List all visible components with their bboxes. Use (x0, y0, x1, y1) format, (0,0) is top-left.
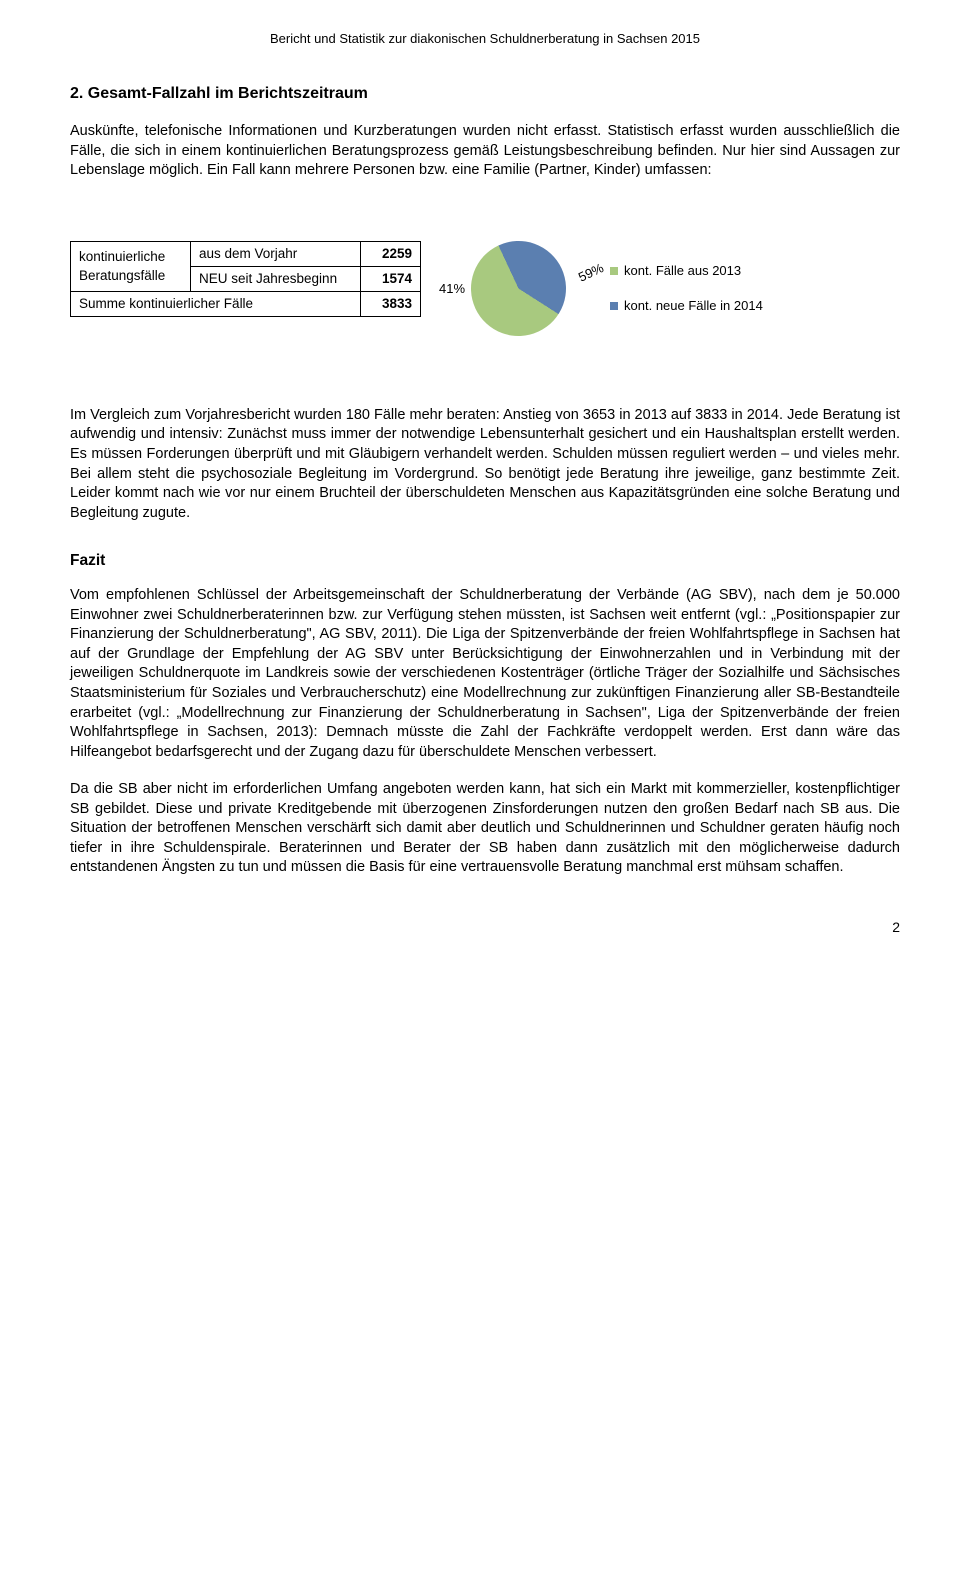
page-number: 2 (70, 918, 900, 937)
fazit-title: Fazit (70, 551, 900, 572)
body-paragraph: Vom empfohlenen Schlüssel der Arbeitsgem… (70, 586, 900, 762)
table-rowlabel: kontinuierliche Beratungsfälle (71, 241, 191, 291)
body-paragraph: Da die SB aber nicht im erforderlichen U… (70, 780, 900, 878)
pie-legend: kont. Fälle aus 2013 kont. neue Fälle in… (610, 262, 763, 315)
table-sum-label: Summe kontinuierlicher Fälle (71, 292, 361, 317)
legend-item: kont. neue Fälle in 2014 (610, 297, 763, 315)
legend-text: kont. neue Fälle in 2014 (624, 297, 763, 315)
pie-label-59: 59% (576, 259, 607, 286)
data-row: kontinuierliche Beratungsfälle aus dem V… (70, 241, 900, 336)
section-title: 2. Gesamt-Fallzahl im Berichtszeitraum (70, 83, 900, 105)
table-cell: aus dem Vorjahr (191, 241, 361, 266)
legend-text: kont. Fälle aus 2013 (624, 262, 741, 280)
cases-table: kontinuierliche Beratungsfälle aus dem V… (70, 241, 421, 318)
body-paragraph: Im Vergleich zum Vorjahresbericht wurden… (70, 406, 900, 523)
report-header: Bericht und Statistik zur diakonischen S… (70, 30, 900, 48)
legend-swatch (610, 267, 618, 275)
legend-swatch (610, 302, 618, 310)
pie-chart: 59% (455, 225, 581, 351)
legend-item: kont. Fälle aus 2013 (610, 262, 763, 280)
table-cell: NEU seit Jahresbeginn (191, 267, 361, 292)
table-value: 2259 (361, 241, 421, 266)
intro-paragraph: Auskünfte, telefonische Informationen un… (70, 122, 900, 181)
table-value: 1574 (361, 267, 421, 292)
pie-chart-block: 41% 59% kont. Fälle aus 2013 kont. neue … (439, 241, 763, 336)
table-sum-value: 3833 (361, 292, 421, 317)
pie-label-41: 41% (439, 280, 465, 298)
